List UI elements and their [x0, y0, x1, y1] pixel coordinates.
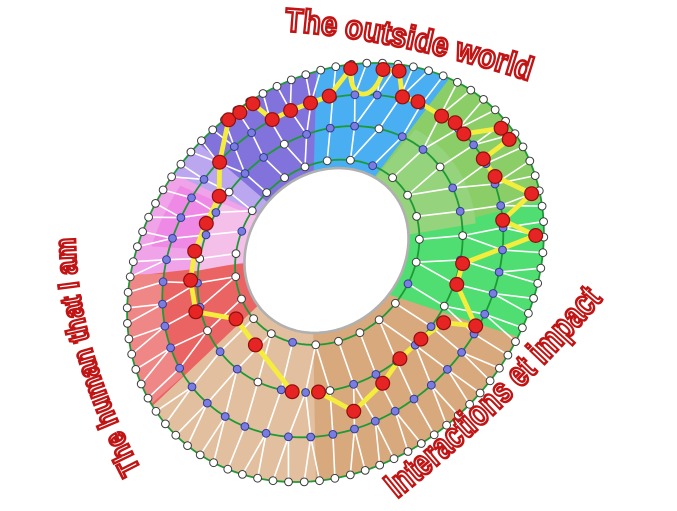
svg-text:a: a [50, 259, 83, 276]
svg-text:T: T [284, 1, 305, 39]
svg-text:e: e [319, 5, 340, 44]
svg-text:h: h [302, 3, 323, 42]
svg-text:m: m [49, 237, 82, 260]
